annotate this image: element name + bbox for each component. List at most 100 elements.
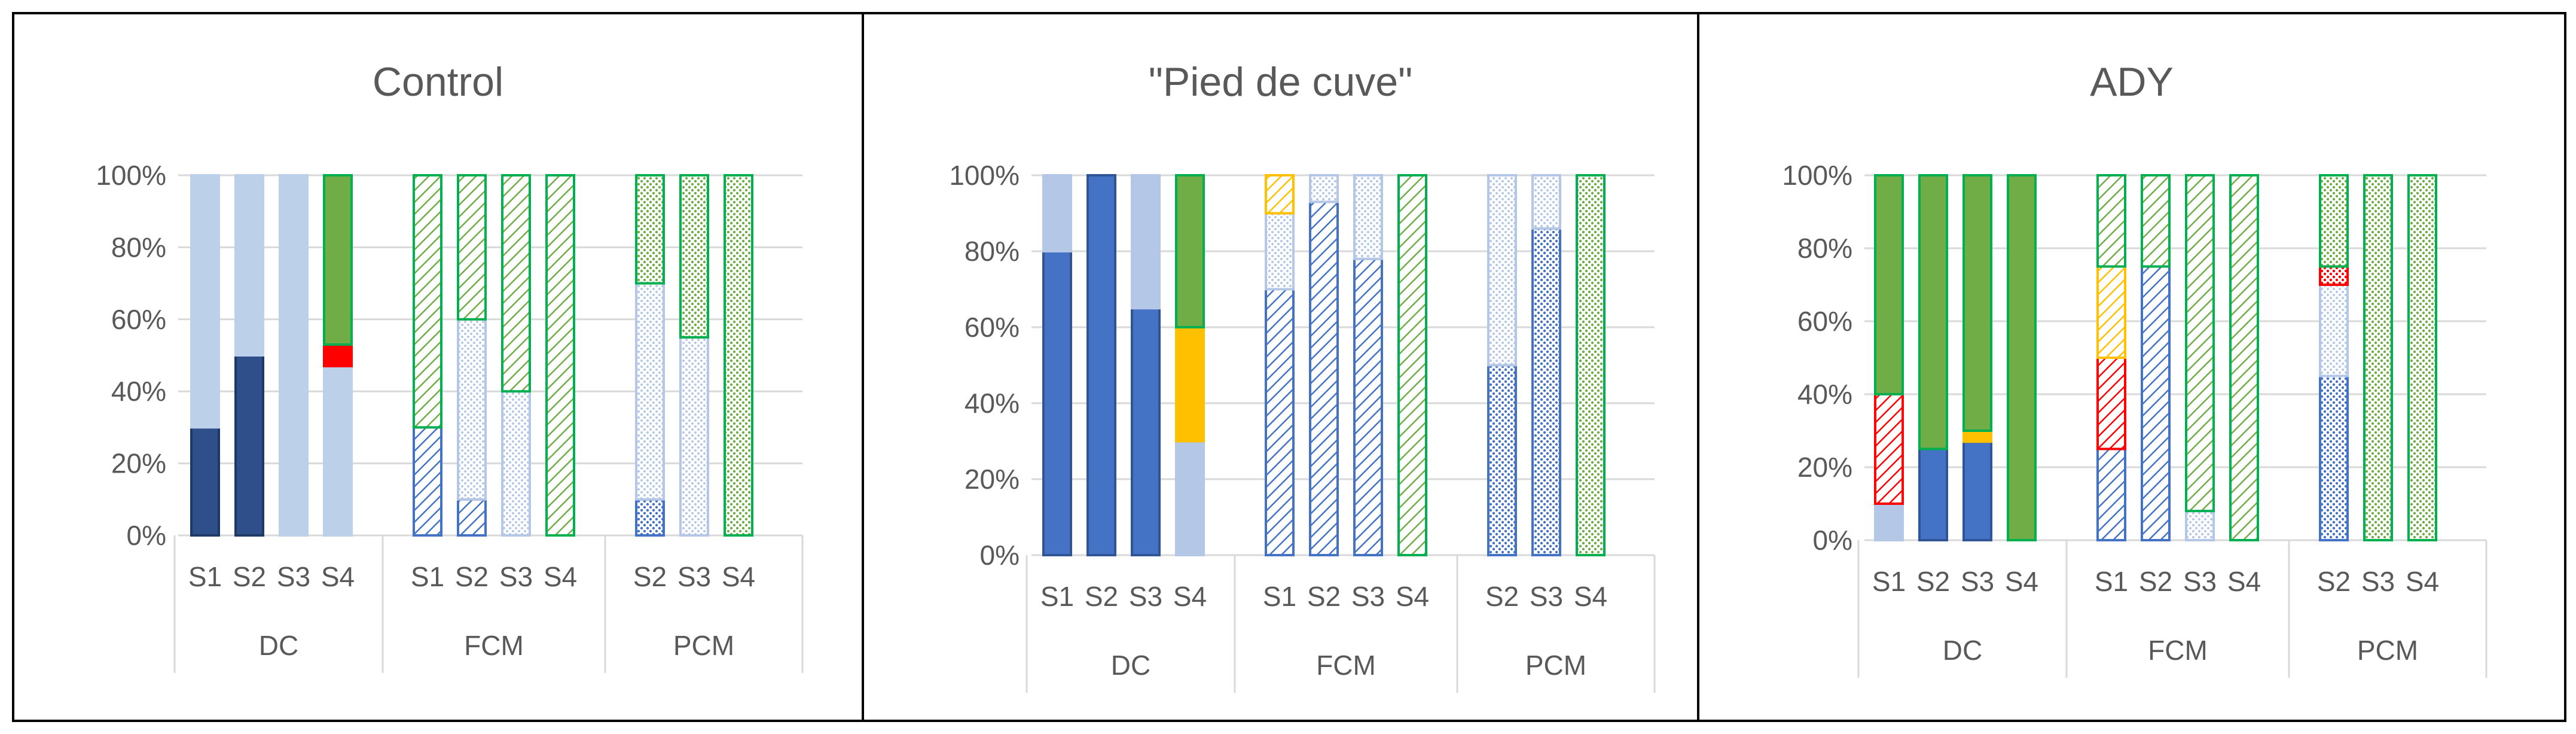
bar-FCM-S3	[1353, 174, 1383, 556]
bar-segment	[1309, 200, 1339, 556]
bar-segment	[501, 174, 531, 393]
bar-segment	[2407, 174, 2437, 541]
bar-DC-S2	[234, 174, 264, 537]
bar-segment	[2141, 265, 2171, 541]
x-tick-label: S1	[1040, 581, 1074, 612]
bar-segment	[501, 390, 531, 537]
bar-segment	[2363, 174, 2393, 541]
group-label: PCM	[2357, 635, 2418, 666]
bar-FCM-S2	[1309, 174, 1339, 556]
x-tick-label: S2	[1485, 581, 1519, 612]
bar-DC-S4	[2007, 174, 2037, 541]
y-tick-label: 60%	[111, 304, 166, 335]
y-tick-label: 80%	[1797, 233, 1852, 264]
group-label: DC	[1111, 650, 1150, 681]
bar-DC-S3	[1962, 174, 1992, 541]
x-tick-label: S4	[722, 561, 755, 592]
y-tick-label: 60%	[965, 312, 1020, 343]
bar-FCM-S4	[1397, 174, 1427, 556]
bar-segment	[2096, 174, 2126, 268]
x-tick-label: S1	[1872, 566, 1906, 597]
bar-DC-S1	[1042, 174, 1072, 556]
bar-FCM-S4	[545, 174, 575, 537]
bar-segment	[323, 343, 353, 368]
bar-PCM-S4	[2407, 174, 2437, 541]
x-tick-label: S4	[2406, 566, 2439, 597]
bar-FCM-S3	[2185, 174, 2215, 542]
bar-segment	[1042, 250, 1072, 556]
bar-PCM-S2	[635, 174, 665, 537]
bar-segment	[323, 174, 353, 346]
bar-DC-S3	[1131, 174, 1161, 556]
bar-segment	[635, 498, 665, 537]
x-tick-label: S2	[2139, 566, 2172, 597]
bar-segment	[2185, 510, 2215, 542]
bar-PCM-S3	[2363, 174, 2393, 541]
bar-segment	[724, 174, 753, 537]
bar-segment	[1874, 502, 1904, 541]
bar-segment	[1874, 393, 1904, 505]
bar-DC-S3	[279, 174, 309, 537]
bar-DC-S2	[1918, 174, 1948, 541]
group-label: FCM	[464, 630, 524, 661]
bar-DC-S1	[1874, 174, 1904, 541]
group-label: PCM	[673, 630, 734, 661]
x-tick-label: S4	[2227, 566, 2261, 597]
chart-panel-2: "Pied de cuve" 0% 20% 40% 60% 80% 100% S1 S2 S3 S4…	[862, 12, 1699, 722]
x-tick-label: S2	[1307, 581, 1341, 612]
bar-segment	[2185, 174, 2215, 513]
bar-segment	[2319, 374, 2349, 541]
bar-PCM-S4	[1576, 174, 1606, 556]
bar-segment	[1175, 174, 1205, 328]
x-tick-label: S3	[1961, 566, 1994, 597]
y-tick-label: 80%	[965, 236, 1020, 267]
chart-title: Control	[373, 59, 503, 105]
bar-segment	[679, 174, 709, 339]
y-tick-label: 100%	[96, 160, 166, 191]
bar-segment	[2096, 357, 2126, 450]
bar-segment	[234, 174, 264, 357]
x-tick-label: S1	[2095, 566, 2128, 597]
bar-segment	[2229, 174, 2259, 541]
bar-segment	[279, 174, 309, 537]
x-tick-label: S2	[1916, 566, 1950, 597]
bar-segment	[1874, 174, 1904, 395]
bar-segment	[1397, 174, 1427, 556]
y-tick-label: 40%	[1797, 379, 1852, 410]
y-tick-label: 0%	[980, 540, 1020, 571]
x-tick-label: S3	[277, 561, 310, 592]
bar-FCM-S4	[2229, 174, 2259, 541]
y-tick-label: 100%	[949, 160, 1020, 191]
x-tick-label: S2	[233, 561, 266, 592]
bar-segment	[1265, 288, 1295, 556]
x-tick-label: S1	[1263, 581, 1296, 612]
bar-segment	[1265, 212, 1295, 291]
bar-segment	[413, 174, 442, 429]
bar-segment	[2319, 284, 2349, 377]
x-tick-label: S1	[411, 561, 444, 592]
bar-PCM-S2	[1487, 174, 1517, 556]
bar-segment	[2319, 174, 2349, 268]
bar-segment	[190, 174, 220, 429]
bar-segment	[2319, 265, 2349, 286]
bar-segment	[545, 174, 575, 537]
bar-PCM-S2	[2319, 174, 2349, 541]
x-tick-label: S2	[455, 561, 489, 592]
bar-segment	[2141, 174, 2171, 268]
bar-segment	[635, 174, 665, 285]
bar-segment	[2096, 447, 2126, 541]
y-tick-label: 0%	[127, 520, 166, 551]
bar-segment	[1531, 174, 1561, 230]
x-tick-label: S2	[2317, 566, 2351, 597]
chart-title: "Pied de cuve"	[1149, 59, 1412, 105]
x-tick-label: S4	[321, 561, 355, 592]
group-label: FCM	[2148, 635, 2208, 666]
bar-segment	[2007, 174, 2037, 541]
bar-segment	[1042, 174, 1072, 252]
bar-segment	[2096, 265, 2126, 359]
panel-frame	[1697, 12, 2566, 722]
x-tick-label: S3	[1129, 581, 1162, 612]
bar-segment	[1918, 174, 1948, 450]
x-tick-label: S3	[1351, 581, 1385, 612]
bar-segment	[1487, 174, 1517, 367]
